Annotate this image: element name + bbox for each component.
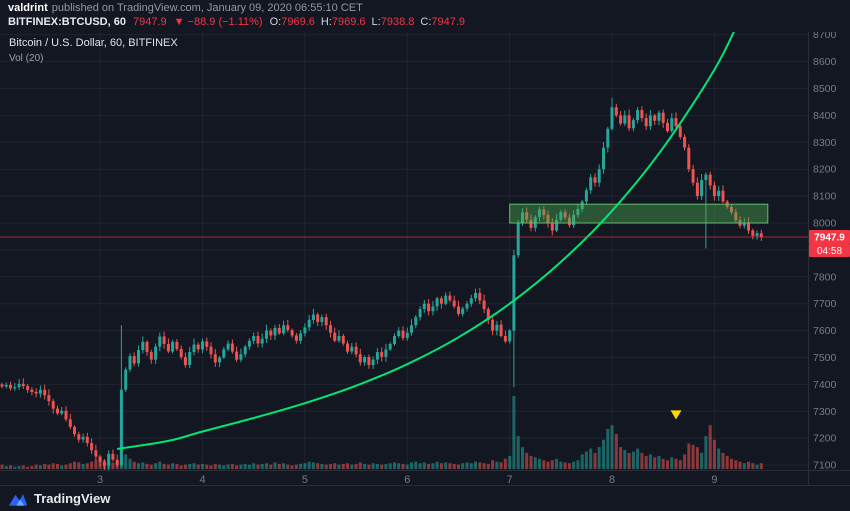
published-note: published on TradingView.com, January 09… [51, 2, 363, 14]
svg-text:3: 3 [97, 474, 103, 485]
candlestick-series [0, 97, 763, 470]
trend-curve-line[interactable] [117, 32, 757, 450]
svg-text:8400: 8400 [813, 110, 837, 122]
tradingview-logo-icon[interactable] [8, 491, 28, 507]
price-change: ▼ −88.9 (−1.11%) [173, 16, 263, 28]
svg-text:8600: 8600 [813, 56, 837, 68]
chart-legend: Bitcoin / U.S. Dollar, 60, BITFINEX Vol … [9, 37, 178, 64]
header-line-1: valdrint published on TradingView.com, Ja… [8, 2, 363, 14]
high-label: H: [320, 16, 332, 28]
chart-canvas[interactable]: 8700860085008400830082008100800079007800… [0, 32, 850, 485]
svg-text:04:58: 04:58 [817, 246, 842, 257]
grid-lines [0, 32, 808, 470]
time-scale[interactable] [0, 471, 808, 485]
svg-text:7300: 7300 [813, 406, 837, 418]
brand-name[interactable]: TradingView [34, 491, 111, 506]
volume-bars [0, 396, 763, 470]
svg-text:8: 8 [609, 474, 615, 485]
svg-text:8200: 8200 [813, 164, 837, 176]
svg-text:8100: 8100 [813, 191, 837, 203]
close-label: C: [420, 16, 432, 28]
low-value: 7938.8 [380, 16, 415, 28]
svg-text:8500: 8500 [813, 83, 837, 95]
legend-volume-indicator: Vol (20) [9, 53, 44, 64]
svg-text:6: 6 [404, 474, 410, 485]
svg-text:8700: 8700 [813, 32, 837, 41]
svg-text:5: 5 [302, 474, 308, 485]
svg-text:8000: 8000 [813, 218, 837, 230]
svg-text:8300: 8300 [813, 137, 837, 149]
svg-text:7500: 7500 [813, 352, 837, 364]
svg-text:7400: 7400 [813, 379, 837, 391]
high-value: 7969.6 [331, 16, 366, 28]
svg-text:7200: 7200 [813, 433, 837, 445]
author-name: valdrint [8, 2, 48, 14]
last-price-tag [809, 230, 850, 244]
svg-text:7: 7 [507, 474, 513, 485]
svg-text:4: 4 [199, 474, 205, 485]
svg-text:7100: 7100 [813, 460, 837, 472]
header-line-2: BITFINEX:BTCUSD, 60 7947.9 ▼ −88.9 (−1.11%… [8, 16, 478, 28]
footer-bar: TradingView [0, 485, 850, 511]
svg-text:7700: 7700 [813, 298, 837, 310]
close-value: 7947.9 [431, 16, 466, 28]
time-axis-labels: 3 4 5 6 7 8 9 [97, 474, 717, 485]
support-zone-box[interactable] [509, 203, 769, 224]
ohlc-values: O:7969.6 H:7969.6 L:7938.8 C:7947.9 [270, 16, 471, 28]
low-label: L: [371, 16, 381, 28]
price-axis-labels: 8700860085008400830082008100800079007800… [813, 32, 837, 472]
yellow-triangle-marker[interactable] [670, 410, 682, 420]
open-label: O: [269, 16, 282, 28]
svg-text:7600: 7600 [813, 325, 837, 337]
price-scale[interactable] [809, 32, 850, 470]
open-value: 7969.6 [281, 16, 315, 28]
svg-text:7947.9: 7947.9 [814, 233, 845, 244]
bar-countdown-tag [809, 244, 850, 257]
symbol-name: BITFINEX:BTCUSD, 60 [8, 16, 126, 28]
svg-text:7800: 7800 [813, 271, 837, 283]
last-price: 7947.9 [132, 16, 167, 28]
legend-title: Bitcoin / U.S. Dollar, 60, BITFINEX [9, 37, 178, 49]
svg-text:9: 9 [711, 474, 717, 485]
